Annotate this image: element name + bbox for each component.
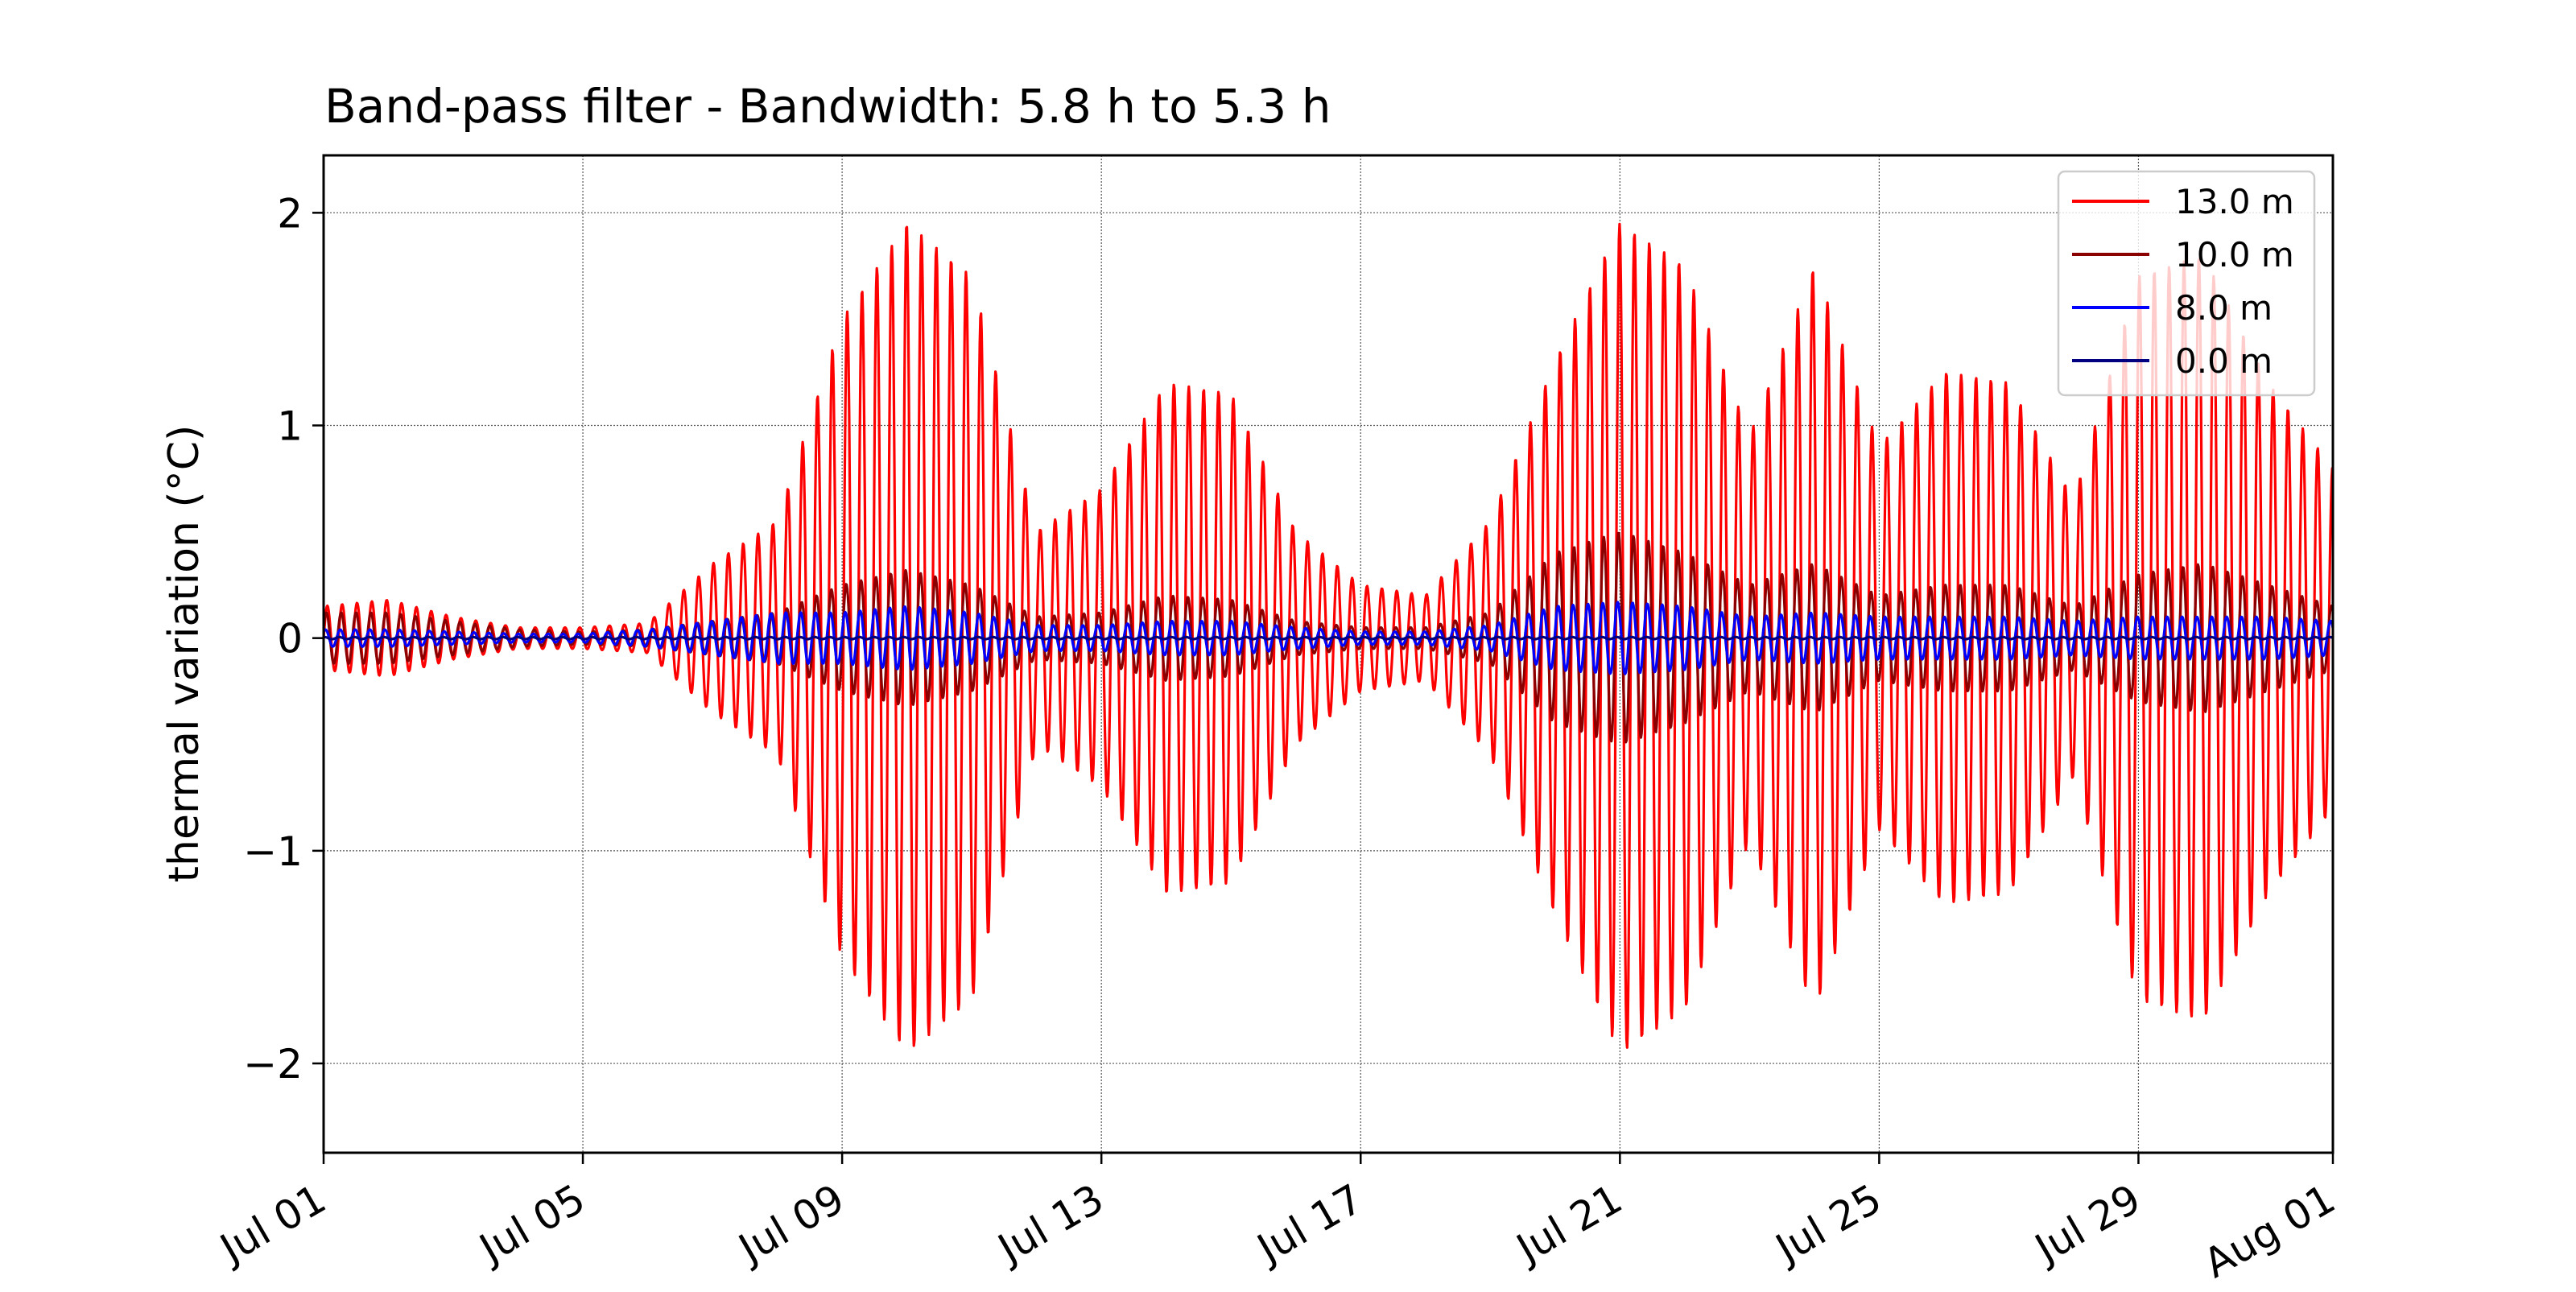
x-tick-label: Jul 25 [1766, 1175, 1889, 1273]
legend-label: 8.0 m [2175, 288, 2273, 328]
x-tick-label: Jul 05 [470, 1175, 593, 1273]
legend-label: 0.0 m [2175, 341, 2273, 381]
y-tick-label: 2 [277, 190, 303, 237]
y-tick-label: 1 [277, 403, 303, 450]
x-tick-label: Jul 09 [729, 1175, 852, 1273]
legend: 13.0 m 10.0 m 8.0 m 0.0 m [2057, 170, 2316, 397]
x-tick-label: Jul 29 [2025, 1175, 2149, 1273]
axis-ticks: Jul 01 Jul 05 Jul 09 Jul 13 Jul 17 Jul 21 Jul … [211, 190, 2343, 1287]
plot-frame [322, 154, 2334, 1154]
series-line [323, 635, 2334, 641]
x-tick-label: Jul 13 [989, 1175, 1112, 1273]
series-line [322, 601, 2334, 675]
y-tick-label: −2 [243, 1041, 303, 1088]
legend-box [2057, 170, 2316, 397]
series-lines [322, 222, 2334, 1049]
y-axis-label: thermal variation (°C) [160, 425, 208, 883]
y-tick-label: 0 [277, 616, 303, 663]
x-tick-label: Jul 17 [1248, 1175, 1371, 1273]
legend-label: 10.0 m [2175, 235, 2294, 274]
y-tick-label: −1 [243, 828, 303, 875]
x-tick-label: Jul 21 [1507, 1175, 1630, 1273]
chart-title: Band-pass filter - Bandwidth: 5.8 h to 5… [324, 79, 1331, 134]
legend-label: 13.0 m [2175, 182, 2294, 221]
x-tick-label: Aug 01 [2196, 1175, 2343, 1287]
x-tick-label: Jul 01 [211, 1175, 334, 1273]
